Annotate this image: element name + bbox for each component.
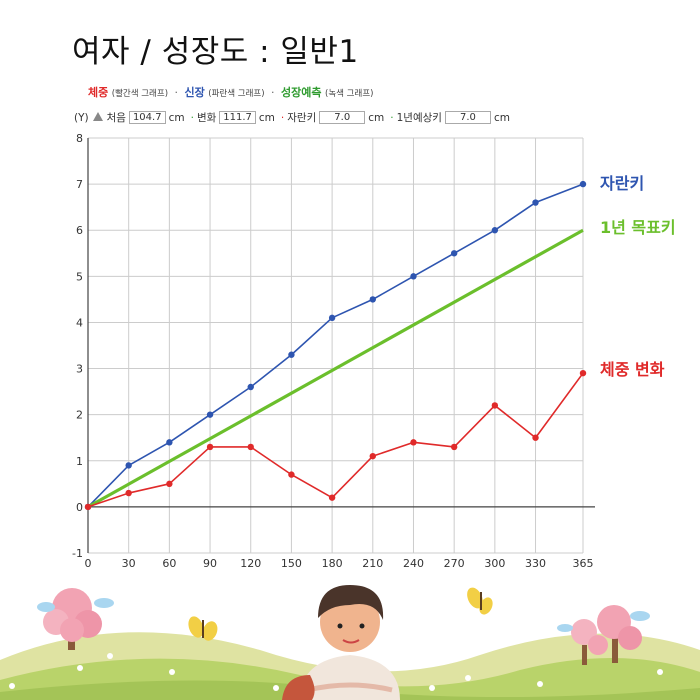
data-point-height [410, 273, 417, 280]
legend-row: 체중 (빨간색 그래프) · 신장 (파란색 그래프) · 성장예측 (녹색 그… [88, 84, 373, 100]
start-unit: cm [168, 111, 185, 124]
x-tick-label: 300 [484, 557, 505, 570]
grow-label: 자란키 [287, 112, 317, 124]
x-tick-label: 150 [281, 557, 302, 570]
data-point-height [491, 227, 499, 234]
bullet-icon: · [190, 111, 194, 124]
bullet-icon: · [280, 111, 285, 124]
info-row: (Y) 처음 104.7 cm · 변화 111.7 cm · 자란키 7.0 … [74, 110, 510, 125]
expected-label: 1년예상키 [396, 112, 442, 124]
y-tick-label: 7 [76, 178, 83, 191]
legend-weight-label: 체중 [88, 86, 109, 99]
x-tick-label: 330 [525, 557, 546, 570]
data-point-weight [491, 402, 499, 409]
legend-forecast-label: 성장예측 [281, 86, 322, 99]
legend-height-note: (파란색 그래프) [208, 89, 265, 99]
series-label-height: 자란키 [600, 174, 644, 193]
data-point-weight [247, 443, 254, 451]
y-tick-label: 4 [76, 316, 83, 329]
child-illustration-icon [282, 585, 400, 700]
data-point-weight [166, 480, 173, 488]
data-point-height [206, 411, 214, 418]
cherry-tree-left-icon [37, 588, 114, 650]
butterfly-left-icon [188, 616, 218, 641]
data-point-weight [532, 434, 539, 441]
data-point-height [125, 462, 132, 469]
data-point-height [166, 439, 173, 446]
change-label: 변화 [196, 112, 217, 124]
legend-separator: · [271, 86, 275, 99]
x-tick-label: 270 [444, 557, 465, 570]
legend-weight-note: (빨간색 그래프) [111, 89, 169, 99]
y-tick-label: 5 [76, 270, 83, 283]
x-tick-label: 180 [322, 557, 343, 570]
grow-value-field[interactable]: 7.0 [319, 111, 366, 124]
x-tick-label: 210 [362, 557, 383, 570]
series-label-weight: 체중 변화 [600, 360, 665, 379]
data-point-height [369, 296, 376, 303]
cherry-tree-right-icon [557, 605, 650, 665]
data-point-height [579, 180, 587, 188]
data-point-height [247, 383, 254, 391]
data-point-weight [125, 489, 132, 497]
y-tick-label: 1 [76, 455, 83, 468]
series-line-target [87, 228, 584, 509]
y-tick-label: -1 [72, 547, 83, 560]
data-point-weight [410, 439, 417, 446]
series-label-target: 1년 목표키 [600, 218, 676, 237]
y-tick-label: 0 [76, 501, 83, 514]
data-point-weight [288, 471, 295, 478]
x-tick-label: 120 [240, 557, 261, 570]
data-point-weight [328, 494, 336, 501]
y-axis-label: (Y) [74, 111, 89, 124]
series-line-weight [87, 372, 584, 508]
change-unit: cm [258, 111, 275, 124]
arrow-up-icon [92, 112, 103, 121]
data-point-height [328, 314, 336, 322]
y-tick-label: 6 [76, 224, 83, 237]
page-title: 여자 / 성장도 : 일반1 [72, 34, 359, 70]
butterfly-right-icon [467, 587, 493, 615]
series-line-height [87, 183, 584, 508]
data-point-height [532, 199, 539, 206]
x-tick-label: 240 [403, 557, 424, 570]
x-tick-label: 0 [85, 557, 92, 570]
legend-forecast-note: (녹색 그래프) [325, 89, 374, 99]
change-value-field[interactable]: 111.7 [219, 111, 256, 124]
x-tick-label: 90 [203, 557, 217, 570]
data-point-height [288, 351, 295, 358]
x-tick-label: 365 [573, 557, 594, 570]
data-point-weight [84, 503, 92, 511]
legend-height-label: 신장 [184, 86, 205, 99]
legend-separator: · [174, 86, 179, 99]
bullet-icon: · [390, 111, 394, 124]
data-point-weight [450, 443, 458, 451]
data-point-weight [206, 443, 214, 451]
start-value-field[interactable]: 104.7 [128, 111, 166, 124]
data-point-weight [369, 452, 376, 460]
grow-unit: cm [368, 111, 385, 124]
data-point-weight [579, 369, 587, 377]
data-point-height [450, 250, 458, 257]
flower-dots-icon [9, 653, 663, 691]
expected-unit: cm [493, 111, 510, 124]
y-tick-label: 3 [76, 363, 83, 376]
x-tick-label: 60 [162, 557, 176, 570]
y-tick-label: 2 [76, 409, 83, 422]
y-tick-label: 8 [76, 132, 83, 145]
start-label: 처음 [106, 112, 126, 124]
expected-value-field[interactable]: 7.0 [444, 111, 491, 124]
x-tick-label: 30 [122, 557, 136, 570]
